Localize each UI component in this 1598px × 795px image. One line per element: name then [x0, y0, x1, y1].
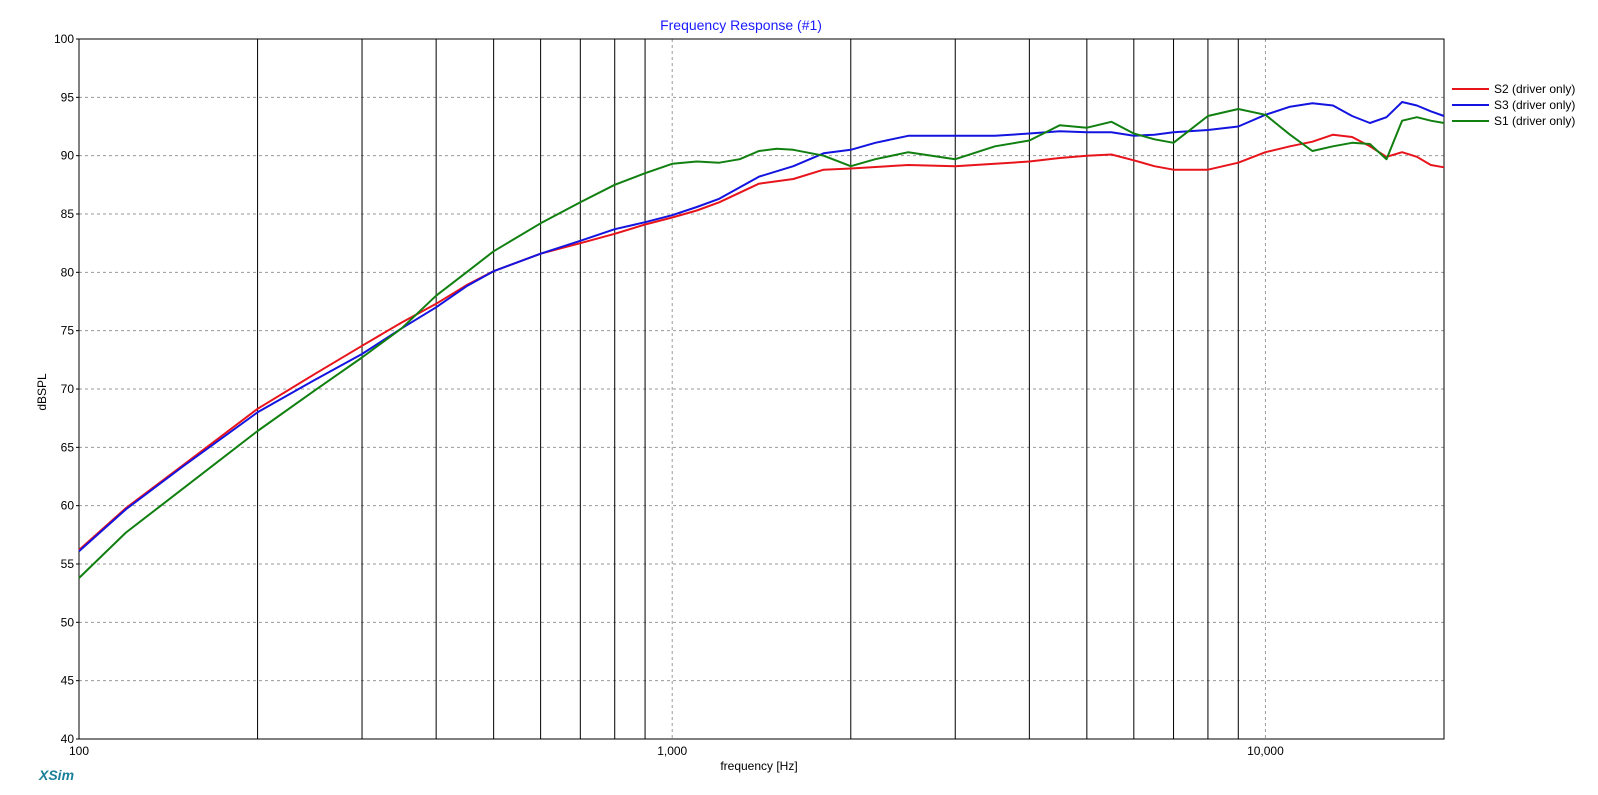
series-line-3	[78, 108, 1445, 579]
y-tick-label: 80	[61, 265, 75, 279]
y-tick-label: 90	[61, 149, 75, 163]
legend-label: S1 (driver only)	[1494, 114, 1575, 128]
legend-label: S3 (driver only)	[1494, 98, 1575, 112]
grid	[79, 39, 1444, 739]
chart-title: Frequency Response (#1)	[660, 17, 822, 33]
tick-labels: 40 45 50 55 60 65 70 75 80 85 90 95 100 100 1,000 10,00…	[54, 32, 1284, 758]
legend: S2 (driver only) S3 (driver only) S1 (driv…	[1452, 82, 1575, 128]
y-tick-label: 85	[61, 207, 75, 221]
series-line-1	[78, 133, 1445, 551]
x-tick-label: 10,000	[1247, 744, 1284, 758]
y-tick-label: 50	[61, 615, 75, 629]
x-tick-label: 1,000	[657, 744, 687, 758]
y-tick-label: 70	[61, 382, 75, 396]
y-tick-label: 100	[54, 32, 74, 46]
y-tick-label: 60	[61, 499, 75, 513]
y-tick-label: 65	[61, 440, 75, 454]
y-tick-label: 75	[61, 324, 75, 338]
y-tick-label: 45	[61, 674, 75, 688]
x-axis-label: frequency [Hz]	[720, 759, 797, 773]
legend-label: S2 (driver only)	[1494, 82, 1575, 96]
y-axis-label: dBSPL	[35, 373, 49, 411]
y-tick-label: 55	[61, 557, 75, 571]
series-line-2	[78, 101, 1445, 552]
series-group	[78, 101, 1445, 579]
y-tick-label: 95	[61, 90, 75, 104]
xsim-brand: XSim	[38, 767, 74, 783]
y-tick-label: 40	[61, 732, 75, 746]
x-tick-label: 100	[69, 744, 89, 758]
